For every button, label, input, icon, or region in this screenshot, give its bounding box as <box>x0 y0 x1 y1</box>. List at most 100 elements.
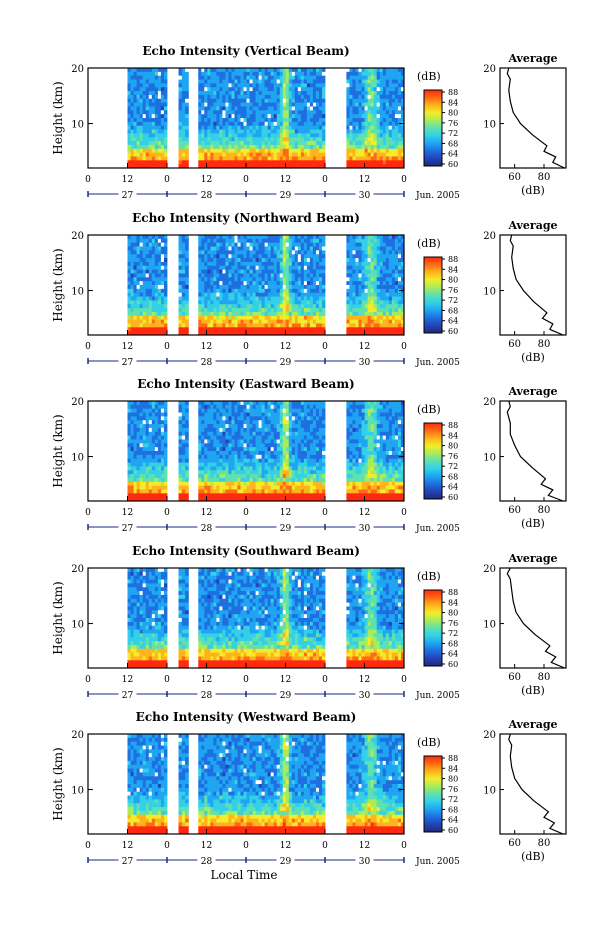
heatmap-cell <box>261 296 266 301</box>
heatmap-cell <box>185 83 189 88</box>
date-label: 30 <box>359 191 371 201</box>
heatmap-cell <box>388 71 393 77</box>
heatmap-cell <box>225 451 229 456</box>
heatmap-cell <box>267 273 272 278</box>
heatmap-cell <box>133 327 138 332</box>
heatmap-cell <box>157 481 162 487</box>
heatmap-cell <box>300 121 305 127</box>
heatmap-cell <box>252 311 256 317</box>
heatmap-cell <box>228 454 232 460</box>
heatmap-cell <box>267 311 272 317</box>
heatmap-cell <box>367 125 372 130</box>
heatmap-cell <box>219 451 223 456</box>
heatmap-cell <box>358 148 362 154</box>
heatmap-cell <box>352 285 356 290</box>
heatmap-cell <box>163 160 168 165</box>
heatmap-cell <box>373 75 378 80</box>
heatmap-cell <box>160 443 165 448</box>
heatmap-cell <box>234 121 238 127</box>
heatmap-cell <box>145 288 150 294</box>
heatmap-cell <box>219 242 223 247</box>
heatmap-cell <box>127 435 131 440</box>
heatmap-cell <box>151 75 156 80</box>
heatmap-cell <box>151 296 156 301</box>
heatmap-cell <box>291 83 296 88</box>
heatmap-cell <box>240 250 244 255</box>
heatmap-cell <box>204 447 208 452</box>
heatmap-cell <box>276 261 281 267</box>
heatmap-cell <box>160 427 165 433</box>
heatmap-cell <box>309 296 314 301</box>
heatmap-cell <box>178 98 183 104</box>
heatmap-cell <box>243 87 247 92</box>
heatmap-cell <box>213 408 217 413</box>
heatmap-cell <box>133 269 138 274</box>
heatmap-cell <box>388 296 393 301</box>
heatmap-cell <box>142 474 147 479</box>
heatmap-cell <box>291 288 296 294</box>
heatmap-cell <box>321 265 326 271</box>
heatmap-cell <box>258 94 263 100</box>
heatmap-cell <box>145 311 150 317</box>
heatmap-cell <box>388 285 393 290</box>
heatmap-cell <box>364 273 369 278</box>
heatmap-cell <box>148 300 153 305</box>
heatmap-cell <box>282 98 287 104</box>
heatmap-cell <box>373 288 378 294</box>
heatmap-cell <box>309 118 314 123</box>
heatmap-cell <box>376 137 381 142</box>
heatmap-cell <box>133 288 138 294</box>
heatmap-cell <box>288 129 293 134</box>
heatmap-cell <box>181 137 186 142</box>
heatmap-cell <box>154 79 159 84</box>
heatmap-cell <box>157 91 162 96</box>
heatmap-cell <box>400 156 405 161</box>
heatmap-cell <box>228 443 232 448</box>
heatmap-cell <box>246 261 250 267</box>
heatmap-cell <box>370 235 375 240</box>
heatmap-cell <box>198 102 202 107</box>
heatmap-cell <box>318 261 323 267</box>
heatmap-cell <box>139 427 144 433</box>
heatmap-cell <box>367 281 372 286</box>
heatmap-cell <box>204 296 208 301</box>
heatmap-cell <box>216 164 220 169</box>
heatmap-cell <box>246 160 250 165</box>
heatmap-cell <box>264 281 269 286</box>
heatmap-cell <box>148 404 153 410</box>
heatmap-cell <box>391 141 396 146</box>
heatmap-cell <box>249 288 253 294</box>
heatmap-cell <box>185 277 189 282</box>
heatmap-cell <box>318 160 323 165</box>
heatmap-cell <box>222 102 226 107</box>
heatmap-cell <box>388 327 393 332</box>
heatmap-cell <box>237 304 241 309</box>
heatmap-cell <box>364 269 369 274</box>
heatmap-cell <box>160 439 165 444</box>
heatmap-cell <box>315 110 320 115</box>
heatmap <box>127 235 405 336</box>
heatmap-cell <box>315 258 320 263</box>
heatmap-cell <box>216 497 220 502</box>
heatmap-cell <box>142 431 147 437</box>
heatmap-cell <box>157 277 162 282</box>
heatmap-cell <box>352 235 356 240</box>
heatmap-cell <box>391 106 396 111</box>
heatmap-cell <box>142 408 147 413</box>
heatmap-cell <box>163 401 168 406</box>
heatmap-cell <box>240 470 244 475</box>
heatmap-cell <box>213 91 217 96</box>
heatmap-cell <box>379 304 384 309</box>
heatmap-cell <box>318 148 323 154</box>
heatmap-cell <box>367 152 372 157</box>
heatmap-cell <box>213 454 217 460</box>
heatmap-cell <box>285 308 290 313</box>
heatmap-cell <box>160 68 165 73</box>
heatmap-cell <box>376 308 381 313</box>
heatmap-cell <box>388 152 393 157</box>
heatmap-cell <box>142 493 147 498</box>
heatmap-cell <box>234 152 238 157</box>
heatmap-cell <box>234 439 238 444</box>
heatmap-cell <box>234 242 238 247</box>
heatmap-cell <box>252 110 256 115</box>
